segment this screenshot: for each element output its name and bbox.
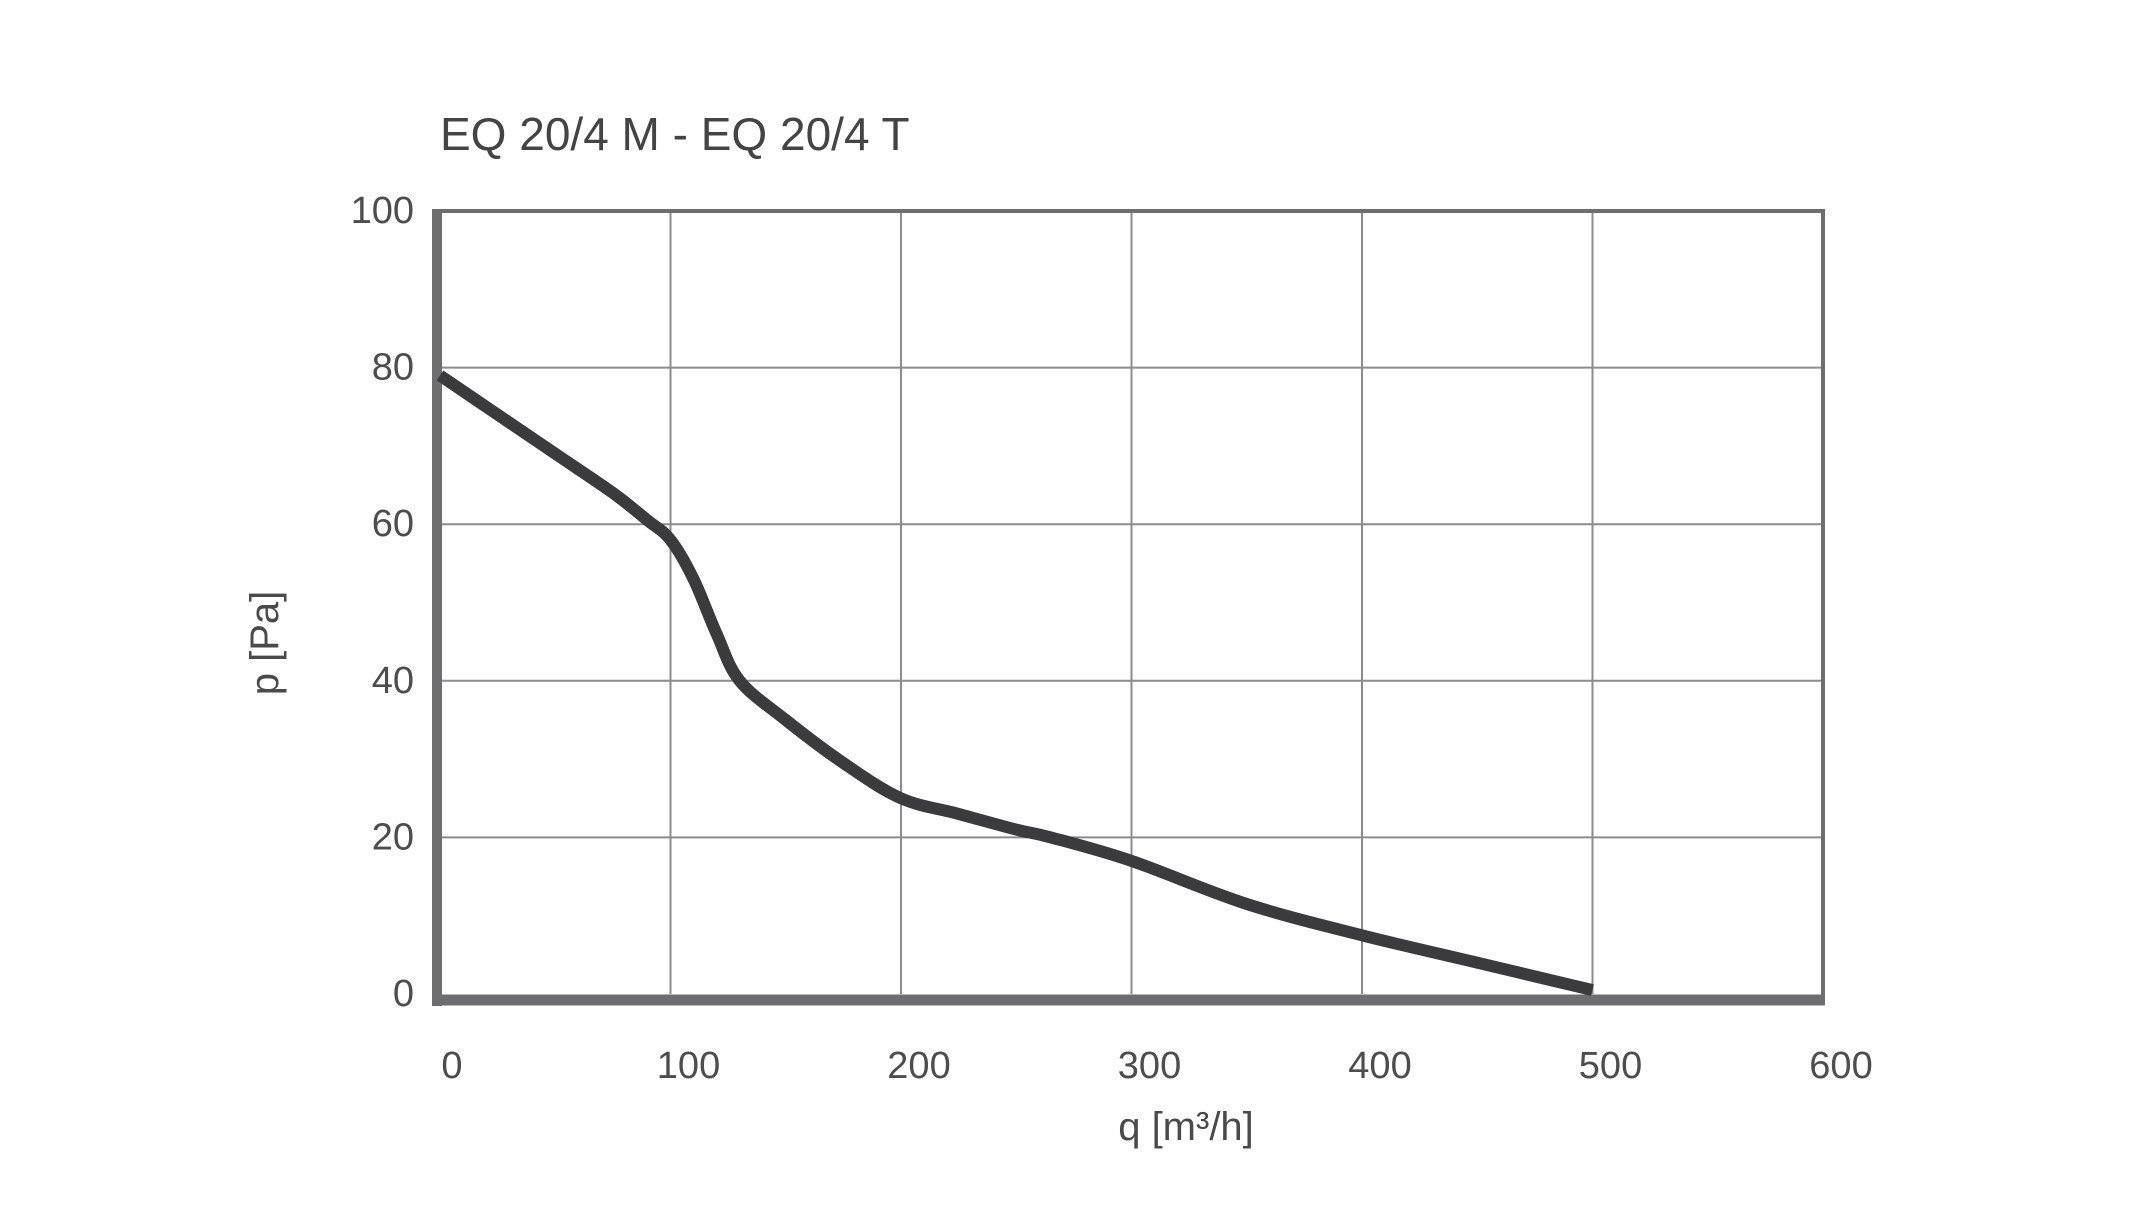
y-tick-label: 40 [372, 660, 414, 702]
y-tick-label: 60 [372, 503, 414, 545]
pressure-flow-curve [436, 370, 1594, 996]
x-tick-label: 400 [1348, 1045, 1411, 1087]
x-tick-label: 100 [657, 1045, 720, 1087]
x-tick-label: 500 [1579, 1045, 1642, 1087]
x-tick-label: 200 [887, 1045, 950, 1087]
y-tick-label: 0 [393, 973, 414, 1015]
gridlines [440, 211, 1823, 994]
x-axis-tick-labels: 0 100 200 300 400 500 600 [441, 1045, 1872, 1087]
y-axis-title: p [Pa] [243, 591, 287, 696]
x-axis-title: q [m³/h] [1118, 1105, 1254, 1149]
y-tick-label: 20 [372, 816, 414, 858]
y-tick-label: 80 [372, 347, 414, 389]
chart-title: EQ 20/4 M - EQ 20/4 T [440, 108, 910, 160]
y-tick-label: 100 [351, 190, 414, 232]
x-tick-label: 600 [1809, 1045, 1872, 1087]
x-tick-label: 300 [1118, 1045, 1181, 1087]
y-axis-tick-labels: 0 20 40 60 80 100 [351, 190, 414, 1015]
x-tick-label: 0 [441, 1045, 462, 1087]
plot-frame [432, 209, 1825, 1006]
